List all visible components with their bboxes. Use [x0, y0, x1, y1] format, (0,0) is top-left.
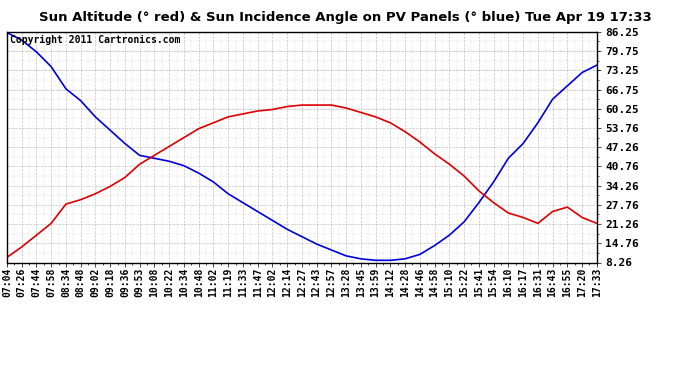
Text: Copyright 2011 Cartronics.com: Copyright 2011 Cartronics.com: [10, 35, 180, 45]
Text: Sun Altitude (° red) & Sun Incidence Angle on PV Panels (° blue) Tue Apr 19 17:3: Sun Altitude (° red) & Sun Incidence Ang…: [39, 11, 651, 24]
